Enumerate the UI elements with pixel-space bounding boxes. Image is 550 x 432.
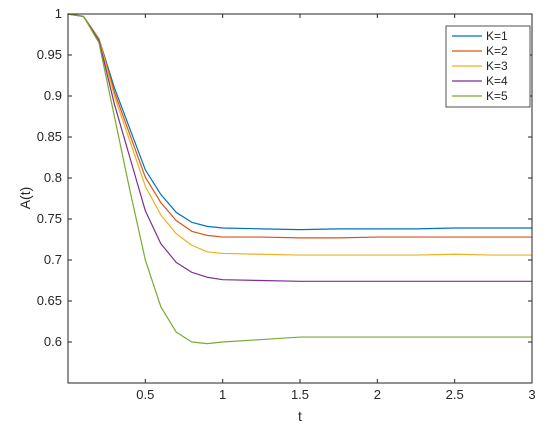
- y-tick-label: 0.6: [44, 334, 62, 349]
- legend-label-k1: K=1: [486, 29, 508, 43]
- legend-label-k3: K=3: [486, 59, 508, 73]
- y-tick-label: 0.7: [44, 252, 62, 267]
- x-tick-label: 2.5: [446, 387, 464, 402]
- series-line-k4: [67, 13, 533, 282]
- x-tick-label: 3: [528, 387, 535, 402]
- legend: K=1K=2K=3K=4K=5: [445, 25, 531, 108]
- series-line-k3: [67, 13, 533, 256]
- y-tick-label: 1: [55, 6, 62, 21]
- series-line-k1: [67, 13, 533, 231]
- x-axis-label: t: [298, 408, 302, 424]
- series-lines: [67, 13, 533, 345]
- series-line-k5: [67, 13, 533, 345]
- y-axis-label: A(t): [17, 187, 33, 210]
- y-tick-label: 0.8: [44, 170, 62, 185]
- y-tick-label: 0.9: [44, 88, 62, 103]
- y-tick-label: 0.75: [37, 211, 62, 226]
- x-tick-label: 1: [219, 387, 226, 402]
- y-tick-label: 0.85: [37, 129, 62, 144]
- y-tick-label: 0.65: [37, 293, 62, 308]
- x-tick-label: 2: [374, 387, 381, 402]
- legend-label-k4: K=4: [486, 74, 508, 88]
- x-tick-label: 0.5: [136, 387, 154, 402]
- y-tick-label: 0.95: [37, 47, 62, 62]
- y-axis: 0.6 0.65 0.7 0.75 0.8 0.85 0.9 0.95 1: [37, 6, 532, 349]
- legend-label-k2: K=2: [486, 44, 508, 58]
- x-tick-label: 1.5: [291, 387, 309, 402]
- series-line-k2: [67, 13, 533, 239]
- legend-label-k5: K=5: [486, 89, 508, 103]
- x-axis: 0.5 1 1.5 2 2.5 3: [136, 14, 536, 402]
